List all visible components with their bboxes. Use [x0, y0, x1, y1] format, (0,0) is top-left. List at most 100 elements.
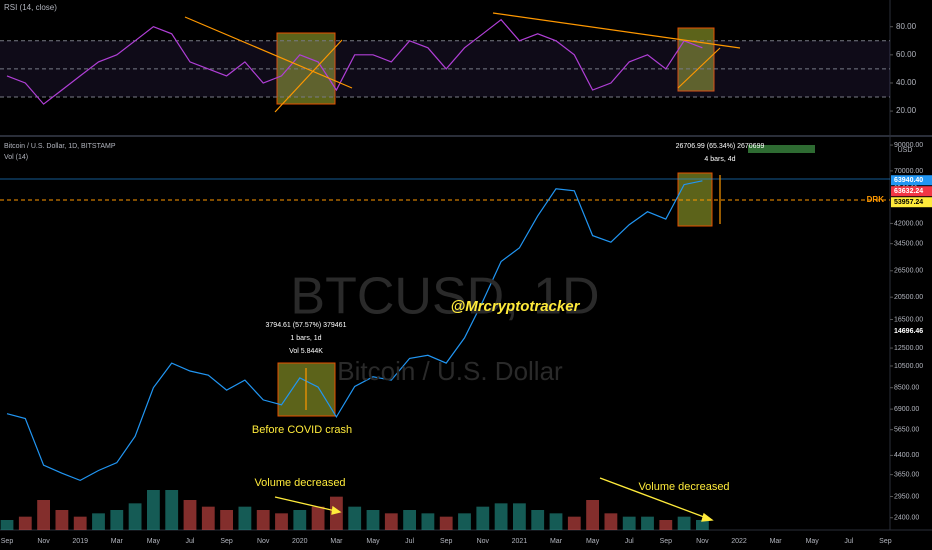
volume-bar — [549, 513, 563, 530]
x-tick-label: Sep — [440, 538, 453, 545]
x-tick-label: Mar — [770, 538, 783, 545]
y-tick-label: 90000.00 — [894, 142, 923, 149]
volume-bar — [73, 516, 87, 530]
x-tick-label: Jul — [405, 538, 414, 545]
y-tick-label: 6900.00 — [894, 406, 919, 413]
y-tick-label: 3650.00 — [894, 471, 919, 478]
volume-bar — [37, 500, 51, 530]
volume-bar — [293, 510, 307, 530]
y-tick-label: 70000.00 — [894, 168, 923, 175]
volume-bar — [604, 513, 618, 530]
price-label-bg — [891, 186, 932, 197]
price-line — [6, 180, 703, 482]
x-tick-label: Sep — [660, 538, 673, 545]
volume-bar — [256, 510, 270, 530]
volume-bar — [458, 513, 471, 530]
price-label-bg — [891, 175, 932, 186]
volume-bar — [366, 510, 380, 530]
price-label: 14696.46 — [894, 328, 923, 335]
volume-bar — [695, 520, 709, 530]
volume-bar — [201, 506, 215, 530]
measure-label: 1 bars, 1d — [290, 335, 321, 342]
price-label: 63632.24 — [894, 188, 923, 195]
y-tick-label: 12500.00 — [894, 345, 923, 352]
price-label-bg — [891, 197, 932, 208]
volume-bar — [238, 506, 252, 530]
arrow-head — [331, 505, 342, 515]
arrow — [599, 477, 713, 521]
price-label: 63940.40 — [894, 177, 923, 184]
x-tick-label: Mar — [550, 538, 563, 545]
symbol-legend: Bitcoin / U.S. Dollar, 1D, BITSTAMP — [4, 143, 116, 150]
arrow-head — [701, 512, 714, 522]
y-tick-label: 34500.00 — [894, 241, 923, 248]
volume-bar — [476, 506, 490, 530]
annotation: Before COVID crash — [252, 424, 352, 436]
y-tick-label: 5650.00 — [894, 427, 919, 434]
volume-bar — [18, 516, 32, 530]
volume-bar — [183, 500, 197, 530]
volume-arrows — [274, 477, 714, 522]
y-tick-label: 20500.00 — [894, 294, 923, 301]
measure-label: 26706.99 (65.34%) 2670699 — [676, 143, 765, 150]
x-tick-label: Mar — [330, 538, 343, 545]
trendline — [492, 12, 741, 49]
volume-bar — [55, 510, 69, 530]
price-label-bg — [891, 326, 932, 337]
volume-bar — [0, 520, 14, 530]
x-tick-label: May — [586, 538, 600, 545]
x-tick-label: Nov — [257, 538, 270, 545]
x-tick-label: 2019 — [72, 538, 88, 545]
y-tick-label: 20.00 — [896, 106, 917, 115]
volume-bar — [403, 510, 417, 530]
signature: @Mrcryptotracker — [451, 298, 581, 315]
annotation: Volume decreased — [254, 477, 345, 489]
x-tick-label: May — [147, 538, 161, 545]
volume-bar — [146, 490, 160, 530]
volume-bar — [677, 516, 691, 530]
annotation: Volume decreased — [638, 481, 729, 493]
x-tick-label: Jul — [625, 538, 634, 545]
x-tick-label: Jul — [186, 538, 195, 545]
volume-bar — [586, 500, 600, 530]
volume-bar — [92, 513, 105, 530]
x-tick-label: 2022 — [731, 538, 747, 545]
x-tick-label: Jul — [844, 538, 853, 545]
level-label: DRK — [867, 195, 885, 204]
volume-bar — [128, 503, 142, 530]
y-tick-label: 80.00 — [896, 22, 917, 31]
x-tick-label: Nov — [37, 538, 50, 545]
x-tick-label: Mar — [111, 538, 124, 545]
y-tick-label: 60.00 — [896, 50, 917, 59]
volume-bar — [275, 513, 288, 530]
x-tick-label: Sep — [1, 538, 14, 545]
volume-bar — [641, 516, 654, 530]
volume-bar — [311, 506, 325, 530]
x-tick-label: May — [806, 538, 820, 545]
y-tick-label: 10500.00 — [894, 363, 923, 370]
watermark: BTCUSD, 1D — [290, 268, 599, 326]
volume-bar — [384, 513, 398, 530]
volume-bar — [531, 510, 545, 530]
x-tick-label: 2020 — [292, 538, 308, 545]
x-tick-label: Nov — [696, 538, 709, 545]
measure-label: Vol 5.844K — [289, 348, 323, 355]
trendline — [184, 16, 353, 89]
volume-bar — [494, 503, 508, 530]
watermark: Bitcoin / U.S. Dollar — [337, 356, 563, 386]
arrow — [274, 496, 341, 513]
volume-bar — [622, 516, 636, 530]
volume-bar — [567, 516, 581, 530]
rsi-legend: RSI (14, close) — [4, 3, 57, 12]
trendline — [274, 39, 343, 113]
volume-bar — [220, 510, 234, 530]
rsi-line — [6, 18, 703, 105]
y-tick-label: 8500.00 — [894, 385, 919, 392]
y-tick-label: 2400.00 — [894, 515, 919, 522]
measure-label: 4 bars, 4d — [704, 156, 735, 163]
x-tick-label: Sep — [220, 538, 233, 545]
y-tick-label: 26500.00 — [894, 268, 923, 275]
volume-bar — [512, 503, 526, 530]
volume-bar — [659, 520, 673, 530]
